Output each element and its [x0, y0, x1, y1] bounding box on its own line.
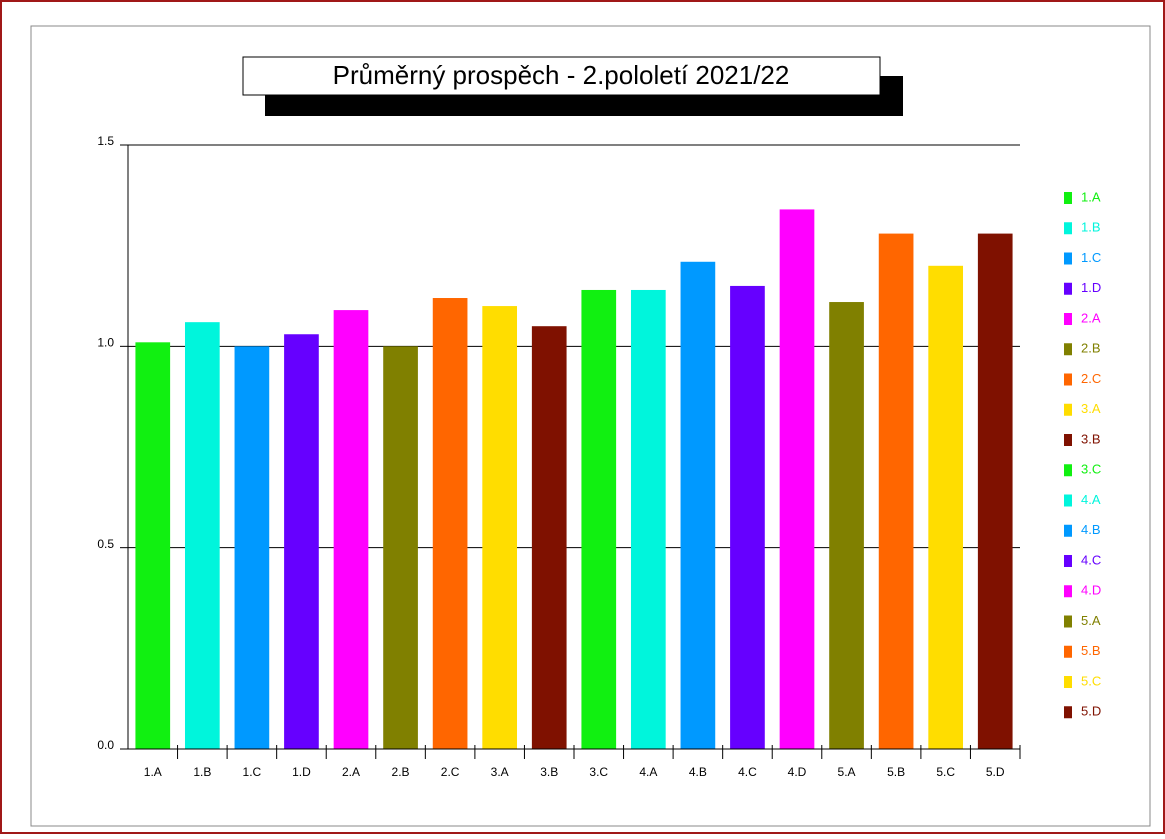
bar — [928, 265, 964, 749]
legend-label: 5.C — [1081, 673, 1101, 688]
bar — [630, 289, 666, 749]
x-tick-label: 4.B — [689, 765, 707, 779]
legend-label: 4.C — [1081, 552, 1101, 567]
legend-label: 5.D — [1081, 704, 1101, 719]
x-tick-label: 2.B — [392, 765, 410, 779]
bar — [383, 346, 418, 749]
bar — [184, 322, 220, 749]
legend-label: 1.D — [1081, 280, 1101, 295]
legend-swatch — [1064, 706, 1072, 719]
legend-swatch — [1064, 464, 1072, 477]
legend-label: 3.A — [1081, 401, 1101, 416]
x-tick-label: 3.A — [491, 765, 509, 779]
legend-swatch — [1064, 252, 1072, 265]
y-tick-label: 1.5 — [97, 134, 114, 148]
legend-label: 4.A — [1081, 492, 1101, 507]
bar — [234, 346, 270, 749]
legend-swatch — [1064, 313, 1072, 325]
legend-swatch — [1064, 343, 1072, 356]
bar — [432, 298, 468, 749]
x-tick-label: 2.C — [441, 765, 460, 779]
legend-label: 5.B — [1081, 643, 1101, 658]
legend-label: 2.C — [1081, 371, 1101, 386]
y-tick-label: 1.0 — [97, 336, 114, 350]
chart-title: Průměrný prospěch - 2.pololetí 2021/22 — [333, 60, 790, 90]
bar — [829, 302, 864, 749]
x-tick-label: 4.C — [738, 765, 757, 779]
bar — [581, 289, 617, 749]
legend-label: 2.B — [1081, 341, 1101, 356]
legend-swatch — [1064, 222, 1072, 235]
legend-swatch — [1064, 434, 1072, 446]
y-tick-label: 0.0 — [97, 738, 114, 752]
legend-label: 1.C — [1081, 250, 1101, 265]
legend-swatch — [1064, 494, 1072, 507]
legend-swatch — [1064, 585, 1072, 598]
bar — [531, 326, 567, 749]
x-tick-label: 2.A — [342, 765, 360, 779]
legend-swatch — [1064, 373, 1072, 386]
x-tick-label: 5.D — [986, 765, 1005, 779]
x-tick-label: 1.C — [243, 765, 262, 779]
bar — [779, 209, 815, 750]
legend-swatch — [1064, 645, 1072, 658]
bar — [135, 342, 171, 749]
x-tick-label: 5.C — [936, 765, 955, 779]
bar — [977, 233, 1013, 749]
legend-swatch — [1064, 282, 1072, 295]
x-tick-label: 5.A — [838, 765, 856, 779]
legend-label: 5.A — [1081, 613, 1101, 628]
y-tick-label: 0.5 — [97, 537, 114, 551]
legend-swatch — [1064, 615, 1072, 628]
legend-label: 2.A — [1081, 310, 1101, 325]
legend-label: 3.B — [1081, 431, 1101, 446]
x-tick-label: 5.B — [887, 765, 905, 779]
legend-swatch — [1064, 192, 1072, 204]
bar — [482, 306, 518, 749]
x-tick-label: 4.D — [788, 765, 807, 779]
x-tick-label: 1.B — [193, 765, 211, 779]
bar — [878, 233, 914, 749]
legend-label: 4.B — [1081, 522, 1101, 537]
x-tick-label: 1.A — [144, 765, 162, 779]
legend-label: 1.B — [1081, 220, 1101, 235]
x-tick-label: 4.A — [639, 765, 657, 779]
legend-swatch — [1064, 524, 1072, 537]
title-box — [242, 56, 881, 96]
legend-label: 4.D — [1081, 583, 1101, 598]
x-tick-label: 3.C — [589, 765, 608, 779]
inner-border — [30, 25, 1151, 827]
bar — [730, 285, 765, 749]
bar — [284, 334, 319, 749]
legend-swatch — [1064, 555, 1072, 567]
x-tick-label: 1.D — [292, 765, 311, 779]
bar — [680, 261, 716, 749]
legend-label: 3.C — [1081, 462, 1101, 477]
legend-swatch — [1064, 676, 1072, 688]
legend-swatch — [1064, 403, 1072, 416]
bar — [333, 310, 369, 749]
legend-label: 1.A — [1081, 189, 1101, 204]
x-tick-label: 3.B — [540, 765, 558, 779]
